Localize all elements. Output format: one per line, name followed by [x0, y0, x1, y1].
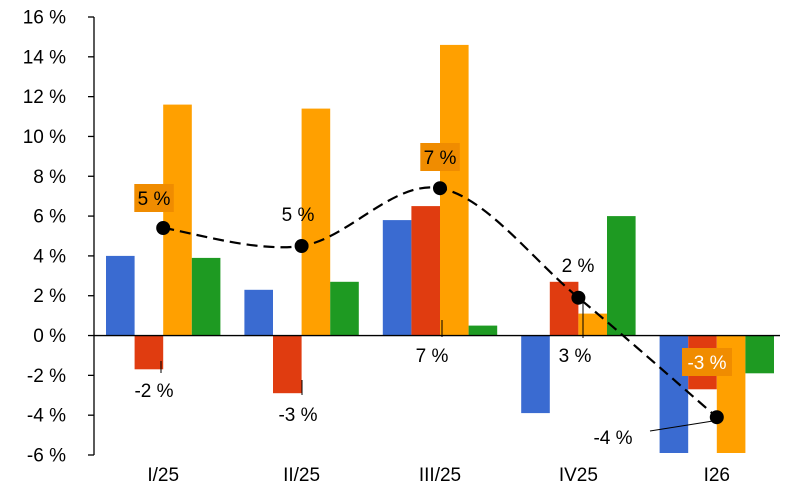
bar: [382, 220, 412, 336]
y-tick-label: 2 %: [33, 286, 66, 307]
bar: [521, 335, 550, 414]
y-tick-label: -4 %: [27, 406, 66, 427]
axes-layer: -6 % -4 % -2 % 0 % 2 % 4 % 6 % 8 % 10 % 12 % 14 % 1…: [23, 8, 780, 486]
trend-point: [709, 410, 724, 425]
x-tick-label: II/25: [283, 465, 320, 486]
trend-point: [571, 290, 586, 305]
data-label: 5 %: [282, 205, 315, 226]
bar: [301, 108, 331, 336]
data-label: -3 %: [687, 353, 726, 374]
y-tick-label: 10 %: [23, 127, 66, 148]
data-label: -4 %: [593, 428, 632, 449]
y-tick-label: -6 %: [27, 446, 66, 467]
bar: [468, 325, 498, 336]
trend-point: [294, 239, 309, 253]
data-labels-layer: 5 % 5 % 7 % 2 % -4 % -2 % -3 % 7 % 3 % -3 %: [134, 143, 732, 449]
y-tick-label: 4 %: [33, 246, 66, 267]
bar: [134, 335, 164, 370]
y-tick-label: 16 %: [23, 8, 66, 29]
data-label: 7 %: [424, 148, 457, 169]
y-tick-label: 8 %: [33, 167, 66, 188]
bar: [106, 255, 135, 336]
bar: [607, 216, 636, 336]
bar: [578, 313, 607, 336]
bar: [549, 281, 579, 336]
data-label-highlight-box: [420, 143, 460, 171]
data-label-highlight-box: [682, 348, 732, 376]
data-label: -2 %: [134, 381, 173, 402]
bar: [273, 335, 302, 394]
y-tick-label: 6 %: [33, 207, 66, 228]
data-label-highlight-box: [134, 184, 174, 212]
bar: [191, 257, 221, 336]
x-tick-label: IV25: [559, 465, 598, 486]
bars-layer: [106, 44, 774, 453]
y-tick-label: -2 %: [27, 366, 66, 387]
data-label: 5 %: [138, 189, 171, 210]
label-leader-line: [649, 420, 714, 432]
x-tick-label: I26: [704, 465, 730, 486]
bar: [330, 281, 359, 336]
bar: [411, 206, 440, 336]
y-tick-label: 12 %: [23, 87, 66, 108]
bar: [244, 289, 273, 336]
x-tick-label: I/25: [147, 465, 179, 486]
trend-point: [433, 181, 447, 196]
trend-line-layer: [156, 181, 724, 425]
trend-point: [156, 221, 171, 235]
y-tick-label: 14 %: [23, 47, 66, 68]
y-tick-label: 0 %: [33, 326, 66, 347]
data-label: 3 %: [559, 346, 592, 367]
bar: [163, 104, 192, 336]
bar: [745, 335, 774, 374]
data-label: 7 %: [416, 346, 449, 367]
data-label: 2 %: [562, 256, 595, 277]
data-label: -3 %: [278, 405, 317, 426]
x-tick-label: III/25: [419, 465, 461, 486]
